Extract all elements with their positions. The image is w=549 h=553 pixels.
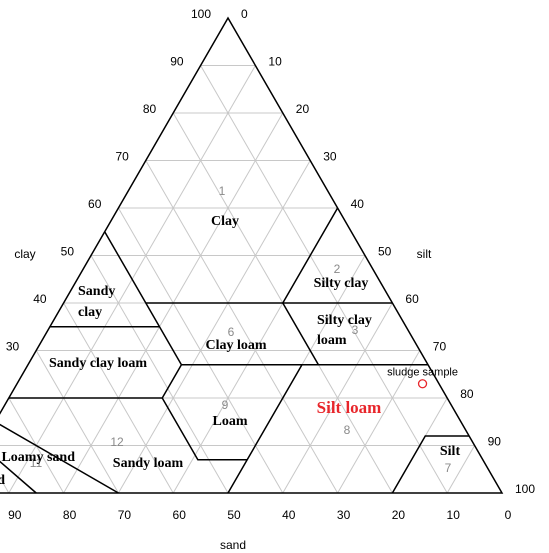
silt-tick-label: 60 <box>405 292 419 306</box>
silt-tick-label: 20 <box>296 102 310 116</box>
grid-line <box>35 350 119 494</box>
class-label: Sandy clay loam <box>49 356 147 371</box>
class-label: Loamy sand <box>1 450 75 465</box>
class-number: 2 <box>334 262 341 276</box>
class-boundary <box>0 460 37 494</box>
class-label: Silty clay <box>317 313 372 328</box>
sand-tick-label: 40 <box>282 508 296 522</box>
grid-line <box>337 350 421 494</box>
sand-tick-label: 0 <box>505 508 512 522</box>
clay-tick-label: 100 <box>191 7 211 21</box>
silt-tick-label: 100 <box>515 482 535 496</box>
clay-tick-label: 90 <box>170 55 184 69</box>
class-label: Loam <box>213 414 248 429</box>
class-boundary <box>391 435 470 494</box>
class-label: Clay loam <box>205 338 266 353</box>
grid-line <box>117 160 311 494</box>
class-boundary <box>161 397 248 461</box>
sand-tick-label: 80 <box>63 508 77 522</box>
clay-tick-label: 70 <box>115 150 129 164</box>
grid-line <box>282 302 393 494</box>
class-number: 1 <box>219 184 226 198</box>
clay-tick-label: 30 <box>6 340 20 354</box>
silt-tick-label: 50 <box>378 245 392 259</box>
class-label: Sandy loam <box>113 456 184 471</box>
silt-axis-title: silt <box>417 247 432 261</box>
sand-tick-label: 60 <box>173 508 187 522</box>
class-number: 8 <box>344 423 351 437</box>
class-label: loam <box>317 333 347 348</box>
class-boundary <box>0 423 119 494</box>
clay-tick-label: 50 <box>61 245 75 259</box>
class-label: clay <box>78 305 102 320</box>
sand-tick-label: 30 <box>337 508 351 522</box>
class-label: Clay <box>211 214 239 229</box>
class-boundary <box>282 302 320 366</box>
clay-tick-label: 60 <box>88 197 102 211</box>
class-number: 11 <box>30 456 43 470</box>
silt-tick-label: 80 <box>460 387 474 401</box>
sand-tick-label: 20 <box>392 508 406 522</box>
clay-tick-label: 80 <box>143 102 157 116</box>
grid-line <box>446 445 476 494</box>
silt-tick-label: 10 <box>268 55 282 69</box>
sample-label: sludge sample <box>387 367 458 379</box>
sand-tick-label: 90 <box>8 508 22 522</box>
class-label: Silty clay <box>314 276 369 291</box>
class-label: Silt loam <box>317 398 382 417</box>
grid-line <box>0 476 10 494</box>
sample-point <box>417 379 428 389</box>
class-number: 6 <box>228 325 235 339</box>
class-number: 7 <box>445 461 452 475</box>
sand-tick-label: 70 <box>118 508 132 522</box>
silt-tick-label: 40 <box>351 197 365 211</box>
clay-axis-title: clay <box>14 247 35 261</box>
silt-tick-label: 70 <box>433 340 447 354</box>
sand-axis-title: sand <box>220 538 246 552</box>
silt-tick-label: 30 <box>323 150 337 164</box>
class-number: 12 <box>110 435 124 449</box>
class-label: Sand <box>0 473 5 488</box>
grid-line <box>145 160 339 494</box>
grid-line <box>200 65 448 494</box>
class-number: 3 <box>352 323 359 337</box>
class-label: Silt <box>440 444 461 459</box>
sand-tick-label: 10 <box>447 508 461 522</box>
class-boundary <box>104 231 183 366</box>
sand-tick-label: 50 <box>227 508 241 522</box>
clay-tick-label: 40 <box>33 292 47 306</box>
class-label: Sandy <box>78 284 115 299</box>
silt-tick-label: 0 <box>241 7 248 21</box>
class-number: 9 <box>222 398 229 412</box>
silt-tick-label: 90 <box>488 435 502 449</box>
grid-line <box>90 255 229 494</box>
class-boundary <box>227 364 303 494</box>
